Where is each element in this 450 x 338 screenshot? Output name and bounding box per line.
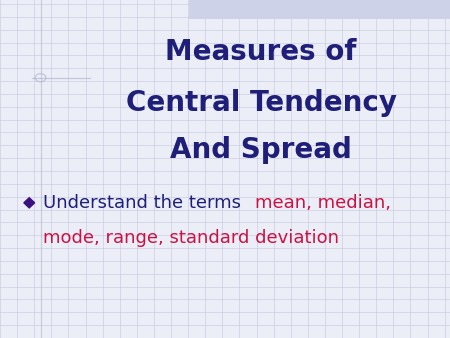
Text: And Spread: And Spread — [170, 137, 352, 164]
Text: Understand the terms: Understand the terms — [43, 194, 252, 212]
Text: mode, range, standard deviation: mode, range, standard deviation — [43, 229, 339, 247]
Polygon shape — [24, 198, 35, 208]
Text: Central Tendency: Central Tendency — [126, 89, 396, 117]
Text: mean, median,: mean, median, — [255, 194, 391, 212]
Text: Measures of: Measures of — [165, 39, 357, 66]
Bar — [189, 0, 450, 19]
